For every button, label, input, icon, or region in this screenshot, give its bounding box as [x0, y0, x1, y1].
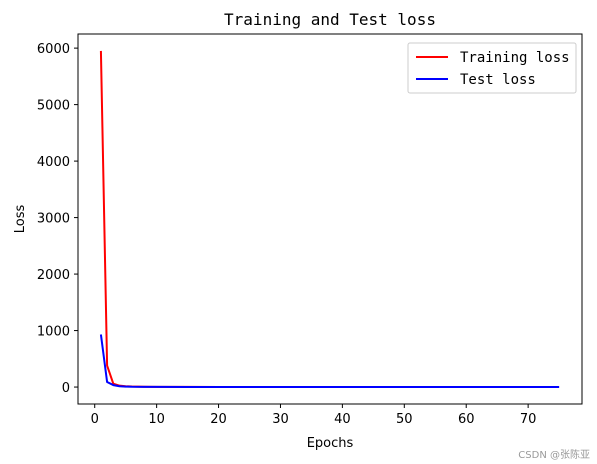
x-tick-label: 60 [458, 412, 475, 427]
legend: Training loss Test loss [407, 42, 577, 94]
x-tick-label: 20 [210, 412, 227, 427]
x-tick-label: 10 [148, 412, 165, 427]
y-tick-label: 5000 [37, 99, 70, 114]
watermark: CSDN @张陈亚 [518, 448, 590, 461]
y-tick-label: 3000 [37, 212, 70, 227]
y-axis: 0 1000 2000 3000 4000 5000 6000 [37, 42, 78, 396]
plot-frame [77, 33, 583, 405]
plot-area [77, 33, 583, 405]
x-tick-label: 50 [396, 412, 413, 427]
series-lines [99, 50, 560, 388]
chart-title: Training and Test loss [224, 10, 436, 29]
legend-box [407, 42, 577, 94]
x-axis: 0 10 20 30 40 50 60 70 [91, 404, 537, 427]
x-tick-label: 0 [91, 412, 99, 427]
test-loss-line [99, 334, 560, 388]
y-tick-label: 1000 [37, 325, 70, 340]
x-tick-label: 30 [272, 412, 289, 427]
y-tick-label: 2000 [37, 268, 70, 283]
legend-label-training-loss: Training loss [460, 50, 570, 66]
y-tick-label: 4000 [37, 155, 70, 170]
y-tick-label: 0 [62, 381, 70, 396]
training-loss-line [99, 50, 560, 388]
y-axis-label: Loss [13, 205, 28, 234]
legend-label-test-loss: Test loss [460, 72, 536, 88]
x-tick-label: 70 [520, 412, 537, 427]
y-tick-label: 6000 [37, 42, 70, 57]
x-axis-label: Epochs [307, 436, 354, 451]
x-tick-label: 40 [334, 412, 351, 427]
